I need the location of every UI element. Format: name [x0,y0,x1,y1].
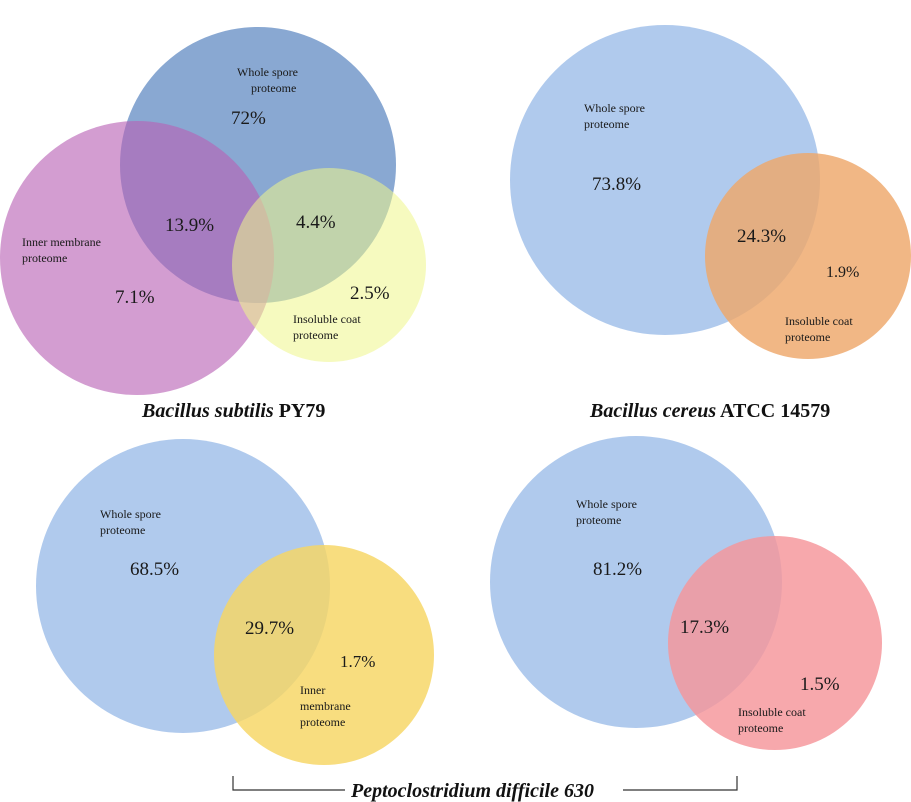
circle-insoluble-coat-proteome [232,168,426,362]
whole-spore-label-2: proteome [251,81,296,95]
whole-spore-label-2: proteome [100,523,145,537]
p-difficile-bracket: Peptoclostridium difficile 630 [232,776,738,802]
insoluble-coat-label: Insoluble coat [738,705,806,719]
overlap-percent: 29.7% [245,618,294,639]
bracket-right [623,776,738,791]
inner-membrane-label: Inner membrane [22,235,101,249]
title-bacillus-cereus: Bacillus cereus ATCC 14579 [589,400,830,422]
overlap-percent: 17.3% [680,617,729,638]
whole-spore-percent: 73.8% [592,174,641,195]
insoluble-coat-percent: 1.5% [800,674,840,695]
whole-spore-label: Whole spore [237,65,298,79]
insoluble-coat-label: Insoluble coat [785,314,853,328]
whole-spore-label: Whole spore [100,507,161,521]
overlap-whole-inner-percent: 13.9% [165,215,214,236]
insoluble-coat-percent: 2.5% [350,283,390,304]
inner-membrane-percent: 7.1% [115,287,155,308]
insoluble-coat-label-2: proteome [785,330,830,344]
whole-spore-label: Whole spore [576,497,637,511]
whole-spore-percent: 81.2% [593,559,642,580]
title-p-difficile: Peptoclostridium difficile 630 [350,780,594,802]
venn-bacillus-subtilis: Whole spore proteome 72% Inner membrane … [0,27,426,422]
circle-inner-membrane-proteome [214,545,434,765]
inner-membrane-label: Inner [300,683,325,697]
insoluble-coat-label-2: proteome [738,721,783,735]
bracket-left [232,776,345,791]
inner-membrane-label-2: membrane [300,699,351,713]
title-bacillus-subtilis: Bacillus subtilis PY79 [141,400,325,422]
whole-spore-label-2: proteome [576,513,621,527]
circle-inner-membrane-proteome [0,121,274,395]
venn-p-difficile-inner-membrane: Whole spore proteome 68.5% 29.7% 1.7% In… [36,439,434,765]
circle-insoluble-coat-proteome [705,153,911,359]
overlap-whole-coat-percent: 4.4% [296,212,336,233]
insoluble-coat-label: Insoluble coat [293,312,361,326]
venn-bacillus-cereus: Whole spore proteome 73.8% 24.3% 1.9% In… [510,25,911,422]
inner-membrane-label-2: proteome [22,251,67,265]
inner-membrane-label-3: proteome [300,715,345,729]
whole-spore-percent: 72% [231,108,266,129]
venn-p-difficile-insoluble-coat: Whole spore proteome 81.2% 17.3% 1.5% In… [490,436,882,750]
insoluble-coat-percent: 1.9% [826,264,859,281]
inner-membrane-percent: 1.7% [340,652,375,671]
whole-spore-label: Whole spore [584,101,645,115]
insoluble-coat-label-2: proteome [293,328,338,342]
overlap-percent: 24.3% [737,226,786,247]
circle-insoluble-coat-proteome [668,536,882,750]
whole-spore-percent: 68.5% [130,559,179,580]
whole-spore-label-2: proteome [584,117,629,131]
